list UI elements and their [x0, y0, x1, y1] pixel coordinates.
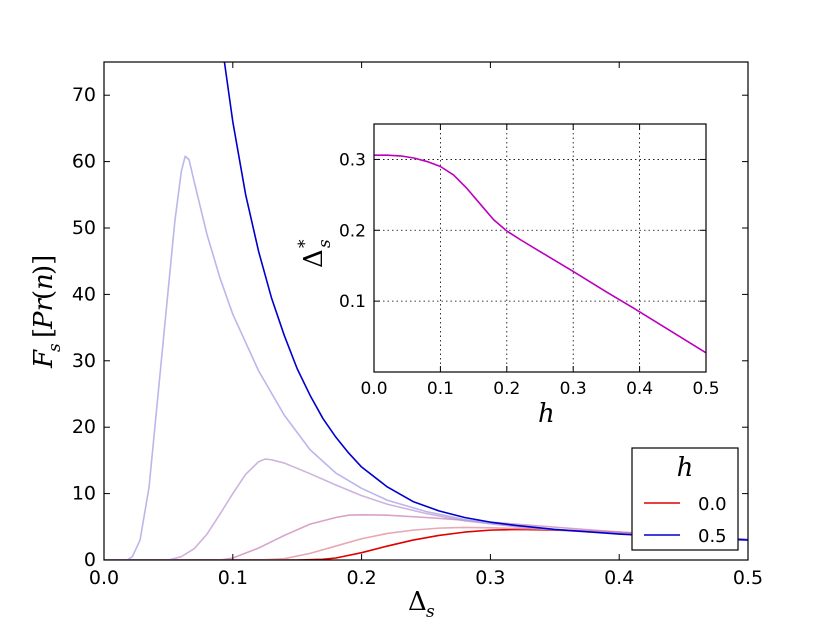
main-plot-frame: [103, 61, 749, 561]
inset-x-tick-label: 0.1: [427, 379, 454, 399]
main-series-line-2: [104, 514, 748, 560]
inset-x-tick-label: 0.3: [560, 379, 587, 399]
legend-label-0: 0.0: [698, 494, 727, 515]
main-y-tick-label: 20: [72, 416, 96, 438]
main-x-axis: 0.0 0.1 0.2 0.3 0.4 0.5: [89, 62, 763, 589]
inset-y-tick-label: 0.2: [339, 221, 366, 241]
ylabel-paren-close: )]: [29, 255, 59, 275]
inset-y-axis-label: Δ s *: [295, 239, 335, 268]
main-y-tick-label: 60: [72, 151, 96, 173]
main-y-tick-label: 50: [72, 217, 96, 239]
inset-x-tick-label: 0.5: [692, 379, 719, 399]
main-x-tick-label: 0.5: [733, 567, 763, 589]
legend-label-1: 0.5: [698, 526, 727, 547]
main-y-axis: 0 10 20 30 40 50 60 70: [72, 84, 748, 571]
main-plot-series: [104, 62, 748, 560]
main-y-axis-label: F s [ Pr ( n )]: [29, 255, 65, 369]
inset-grid: [374, 124, 706, 372]
legend: h 0.0 0.5: [631, 447, 739, 551]
main-x-tick-label: 0.1: [218, 567, 248, 589]
main-y-tick-label: 70: [72, 84, 96, 106]
main-y-tick-label: 0: [84, 549, 96, 571]
legend-box: [631, 447, 739, 551]
ylabel-n: n: [29, 273, 59, 290]
inset-x-axis-label: h: [538, 399, 555, 429]
inset-x-tick-label: 0.4: [626, 379, 653, 399]
inset-y-tick-label: 0.1: [339, 292, 366, 312]
ylabel-paren-open: (: [29, 290, 59, 300]
inset-background: [374, 124, 706, 372]
legend-title: h: [677, 453, 694, 483]
inset-x-axis: 0.0 0.1 0.2 0.3 0.4 0.5: [360, 124, 720, 399]
main-x-tick-label: 0.0: [89, 567, 119, 589]
main-y-tick-label: 40: [72, 283, 96, 305]
delta-symbol: Δ: [408, 587, 427, 617]
main-y-tick-label: 10: [72, 483, 96, 505]
main-series-line-5: [223, 62, 748, 541]
inset-plot-frame: [373, 123, 707, 373]
inset-ylabel-subscript-s: s: [315, 239, 335, 248]
inset-y-axis: 0.1 0.2 0.3: [339, 150, 706, 312]
inset-ylabel-star: *: [295, 239, 315, 248]
main-x-tick-label: 0.2: [346, 567, 376, 589]
main-y-tick-label: 30: [72, 350, 96, 372]
ylabel-bracket-text: [: [29, 328, 59, 338]
ylabel-f: F: [29, 349, 59, 369]
inset-x-tick-label: 0.2: [493, 379, 520, 399]
subscript-s: s: [426, 602, 435, 622]
inset-series-line-0: [374, 154, 706, 354]
ylabel-subscript-s: s: [45, 343, 65, 352]
main-x-tick-label: 0.3: [475, 567, 505, 589]
inset-ylabel-delta: Δ: [299, 249, 329, 268]
inset-x-tick-label: 0.0: [360, 379, 387, 399]
main-x-tick-label: 0.4: [604, 567, 634, 589]
inset-plot-series: [374, 154, 706, 354]
inset-y-tick-label: 0.3: [339, 150, 366, 170]
main-x-axis-label: Δ s: [408, 587, 435, 622]
ylabel-pr: Pr: [29, 298, 59, 330]
main-series-line-4: [104, 155, 748, 560]
